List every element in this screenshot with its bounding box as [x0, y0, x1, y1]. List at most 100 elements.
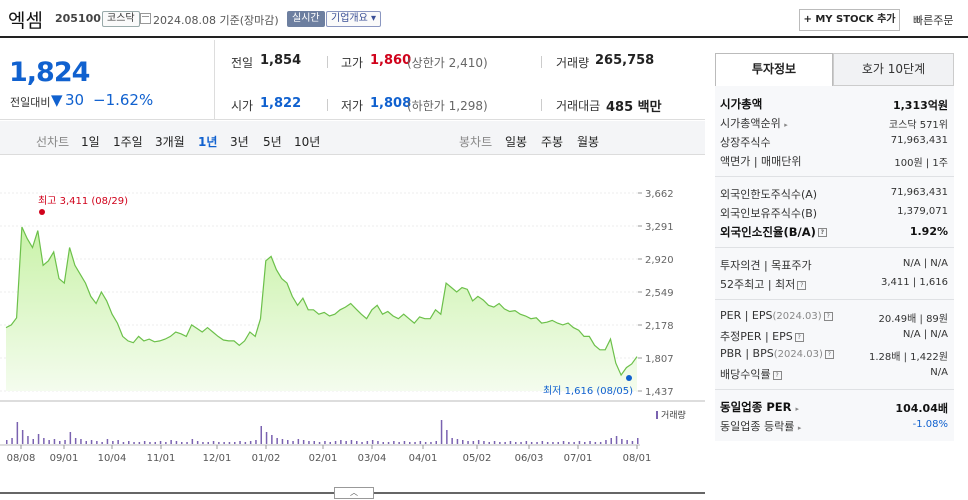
base-date: 2024.08.08 기준(장마감): [153, 12, 279, 28]
volume-bar: [159, 441, 162, 444]
quick-order-link[interactable]: 빠른주문: [913, 14, 954, 27]
help-icon[interactable]: ?: [824, 349, 834, 359]
volume-bar: [435, 441, 437, 444]
volume-bar: [234, 442, 236, 444]
price-divider: [214, 40, 215, 120]
info-row-value: -1.08%: [912, 419, 948, 430]
period-5y[interactable]: 5년: [263, 135, 282, 149]
volume-bar: [170, 440, 172, 444]
info-label-text: 외국인소진율(B/A): [720, 225, 816, 239]
volume-bar: [345, 441, 347, 444]
x-tick-label: 08/08: [7, 453, 36, 464]
help-icon[interactable]: ?: [823, 311, 833, 321]
candle-daily[interactable]: 일봉: [505, 135, 528, 149]
info-label-text: 시가총액: [720, 97, 763, 111]
period-3m[interactable]: 3개월: [155, 135, 185, 149]
chevron-up-icon[interactable]: ︿: [334, 487, 374, 499]
company-overview-button[interactable]: 기업개요 ▾: [326, 11, 381, 27]
x-tick-label: 05/02: [463, 453, 492, 464]
info-label-text: 배당수익률: [720, 368, 771, 381]
volume-bar: [207, 442, 209, 444]
tab-invest-info[interactable]: 투자정보: [715, 53, 833, 86]
x-tick-label: 11/01: [147, 453, 176, 464]
period-1d[interactable]: 1일: [81, 135, 100, 149]
chevron-right-icon[interactable]: ▸: [784, 121, 788, 129]
volume-bar: [377, 441, 379, 444]
help-icon[interactable]: ?: [772, 370, 782, 380]
date-suffix: 기준(장마감): [219, 14, 279, 27]
candle-weekly[interactable]: 주봉: [541, 135, 564, 149]
y-tick-label: 1,807: [645, 354, 674, 365]
realtime-button[interactable]: 실시간: [287, 11, 325, 27]
volume-bar: [483, 441, 485, 444]
info-label-text: 추정PER | EPS: [720, 330, 793, 343]
candle-monthly[interactable]: 월봉: [577, 135, 600, 149]
stock-header: [0, 0, 968, 38]
x-tick-label: 08/01: [623, 453, 652, 464]
volume-bar: [191, 439, 194, 444]
period-3y[interactable]: 3년: [230, 135, 249, 149]
volume-bars: [6, 420, 639, 444]
volume-bar: [356, 441, 358, 444]
volume-bar: [117, 440, 119, 444]
y-tick-label: 3,291: [645, 222, 674, 233]
volume-bar: [96, 441, 98, 444]
volume-bar: [515, 442, 517, 444]
change-percent: −1.62%: [93, 91, 154, 109]
x-tick-label: 01/02: [252, 453, 281, 464]
chevron-right-icon[interactable]: ▸: [797, 424, 802, 432]
info-row-label: 52주최고 | 최저?: [720, 276, 807, 292]
stock-name: 엑셈: [8, 10, 43, 32]
price-chart[interactable]: 3,662 3,291 2,920 2,549 2,178 1,807 1,437 최고 3…: [0, 155, 705, 485]
divider: [541, 56, 542, 68]
period-10y[interactable]: 10년: [294, 135, 321, 149]
candle-chart-label: 봉차트: [459, 135, 493, 149]
volume-bar: [223, 442, 225, 444]
help-icon[interactable]: ?: [817, 228, 827, 237]
market-badge: 코스닥: [102, 11, 140, 27]
volume-bar: [424, 442, 427, 444]
volume-bar: [265, 432, 268, 444]
upper-limit: (상한가 2,410): [407, 56, 488, 70]
volume-bar: [90, 440, 93, 444]
volume-bar: [615, 436, 618, 444]
volume-bar: [530, 442, 533, 444]
volume-bar: [584, 442, 586, 444]
info-row-value: 104.04배: [895, 402, 948, 415]
volume-bar: [255, 440, 257, 444]
volume-bar: [509, 441, 512, 444]
tab-order-book[interactable]: 호가 10단계: [833, 53, 954, 86]
x-tick-label: 12/01: [203, 453, 232, 464]
volume-bar: [382, 442, 384, 444]
help-icon[interactable]: ?: [794, 332, 804, 342]
volume-value: 265,758: [595, 53, 655, 68]
info-row-value: 20.49배 | 89원: [878, 314, 948, 325]
volume-bar: [546, 442, 549, 444]
volume-bar: [149, 442, 151, 444]
volume-bar: [112, 441, 114, 444]
max-label: 최고 3,411 (08/29): [38, 195, 128, 207]
period-1w[interactable]: 1주일: [113, 135, 143, 149]
min-label: 최저 1,616 (08/05): [543, 385, 633, 397]
volume-bar: [302, 440, 305, 444]
info-row-value: N/A | N/A: [902, 258, 948, 269]
volume-label: 거래량: [556, 56, 590, 70]
volume-bar: [366, 441, 369, 444]
volume-bar: [128, 441, 130, 444]
volume-bar: [340, 440, 342, 444]
open-label: 시가: [231, 99, 254, 113]
info-row-value: 1,379,071: [897, 206, 948, 217]
help-icon[interactable]: ?: [797, 280, 807, 290]
volume-bar: [138, 442, 141, 444]
info-row-label: 시가총액: [720, 96, 762, 112]
down-arrow-icon: ▼: [51, 91, 63, 109]
invest-info-box: [715, 86, 954, 441]
volume-bar: [621, 439, 623, 444]
section-divider: [715, 176, 954, 177]
my-stock-add-button[interactable]: + MY STOCK 추가: [799, 9, 900, 31]
volume-bar: [536, 442, 538, 444]
chevron-right-icon[interactable]: ▸: [795, 405, 799, 413]
period-1y[interactable]: 1년: [198, 135, 218, 149]
volume-bar: [403, 441, 406, 444]
volume-bar: [605, 440, 607, 444]
